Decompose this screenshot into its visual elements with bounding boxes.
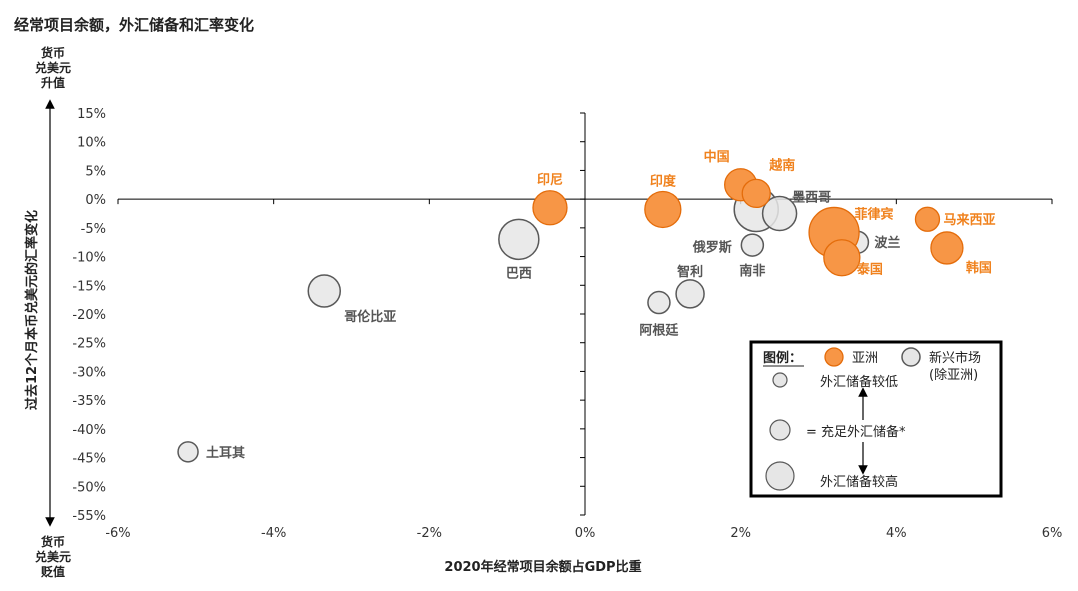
y-tick-label: -25% bbox=[72, 337, 106, 352]
legend-asia-marker bbox=[824, 347, 844, 367]
point-label: 墨西哥 bbox=[792, 190, 831, 206]
x-tick-label: 4% bbox=[886, 526, 907, 541]
point-em bbox=[761, 195, 798, 232]
point-label: 韩国 bbox=[966, 260, 992, 276]
y-top-annotation: 货币 兑美元 升值 bbox=[30, 46, 76, 91]
legend-size-small bbox=[772, 372, 788, 388]
point-asia bbox=[914, 206, 941, 232]
y-top-line-3: 升值 bbox=[40, 76, 65, 90]
legend-heading: 图例： bbox=[763, 350, 802, 366]
y-tick-label: -50% bbox=[72, 480, 106, 495]
legend: 图例： 亚洲 新兴市场 (除亚洲) 外汇储备较低 = 充足外汇储备* 外汇储备较… bbox=[749, 340, 1003, 498]
legend-em-label-2: (除亚洲) bbox=[929, 368, 978, 383]
point-asia bbox=[741, 178, 771, 209]
legend-high-label: 外汇储备较高 bbox=[820, 474, 898, 490]
legend-size-large bbox=[765, 461, 795, 491]
point-label: 泰国 bbox=[856, 262, 883, 278]
axes-group: -6% -4% -2% 0% 2% 4% 6% 15% 10% 5% 0% -5% -10% -15% -2… bbox=[72, 107, 1062, 541]
point-asia bbox=[532, 190, 568, 226]
point-label: 俄罗斯 bbox=[692, 239, 732, 255]
point-label: 波兰 bbox=[874, 235, 900, 251]
x-tick-label: -2% bbox=[417, 526, 442, 541]
y-tick-label: -10% bbox=[72, 251, 106, 266]
y-bottom-line-1: 货币 bbox=[40, 535, 65, 549]
y-tick-label: 10% bbox=[77, 136, 106, 151]
y-bottom-line-2: 兑美元 bbox=[34, 550, 71, 564]
y-tick-label: -30% bbox=[72, 365, 106, 380]
point-label: 哥伦比亚 bbox=[344, 309, 396, 325]
y-tick-label: -20% bbox=[72, 308, 106, 323]
point-asia bbox=[644, 190, 682, 229]
point-label: 印尼 bbox=[537, 173, 563, 188]
point-label: 阿根廷 bbox=[639, 323, 679, 339]
x-tick-label: 2% bbox=[730, 526, 751, 541]
y-axis-label: 过去12个月本币兑美元的汇率变化 bbox=[24, 210, 40, 410]
y-top-line-2: 兑美元 bbox=[34, 61, 71, 75]
point-label: 中国 bbox=[704, 149, 730, 165]
y-tick-label: -40% bbox=[72, 423, 106, 438]
point-em bbox=[647, 290, 671, 315]
point-asia bbox=[930, 231, 964, 265]
y-tick-label: 0% bbox=[85, 193, 106, 208]
chart-title: 经常项目余额，外汇储备和汇率变化 bbox=[14, 16, 255, 34]
y-tick-label: -55% bbox=[72, 509, 106, 524]
legend-size-medium bbox=[769, 419, 791, 441]
point-label: 印度 bbox=[650, 173, 677, 189]
y-tick-label: -35% bbox=[72, 394, 106, 409]
y-tick-label: 15% bbox=[77, 107, 106, 122]
point-label: 菲律宾 bbox=[855, 206, 894, 222]
x-axis-label: 2020年经常项目余额占GDP比重 bbox=[444, 559, 641, 575]
point-em bbox=[307, 274, 342, 308]
point-em bbox=[177, 441, 199, 463]
y-top-line-1: 货币 bbox=[40, 46, 65, 60]
legend-asia-label: 亚洲 bbox=[852, 351, 878, 366]
legend-mid-label: = 充足外汇储备* bbox=[806, 424, 906, 440]
y-tick-label: 5% bbox=[85, 164, 106, 179]
point-em bbox=[740, 233, 765, 257]
point-label: 越南 bbox=[768, 157, 795, 173]
point-label: 智利 bbox=[677, 264, 703, 280]
points-group bbox=[177, 168, 964, 463]
point-em bbox=[675, 279, 705, 309]
legend-em-marker bbox=[901, 347, 921, 367]
point-label: 马来西亚 bbox=[943, 212, 995, 228]
x-tick-label: -4% bbox=[261, 526, 286, 541]
x-tick-label: 0% bbox=[575, 526, 596, 541]
y-tick-label: -15% bbox=[72, 279, 106, 294]
x-tick-label: -6% bbox=[105, 526, 130, 541]
point-label: 巴西 bbox=[506, 266, 532, 281]
y-bottom-annotation: 货币 兑美元 贬值 bbox=[30, 535, 76, 580]
legend-em-label-1: 新兴市场 bbox=[929, 350, 981, 366]
y-tick-label: -45% bbox=[72, 452, 106, 467]
point-label: 南非 bbox=[739, 263, 765, 279]
y-bottom-line-3: 贬值 bbox=[40, 565, 65, 579]
y-tick-label: -5% bbox=[81, 222, 106, 237]
point-em bbox=[498, 218, 540, 261]
point-asia bbox=[823, 239, 861, 277]
legend-low-label: 外汇储备较低 bbox=[820, 374, 898, 390]
point-label: 土耳其 bbox=[206, 445, 245, 461]
x-tick-label: 6% bbox=[1042, 526, 1063, 541]
